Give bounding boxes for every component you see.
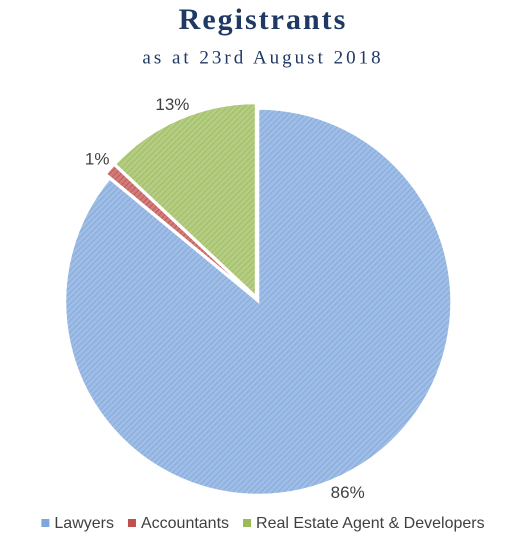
value-label: 13% — [155, 95, 189, 114]
legend-label: Real Estate Agent & Developers — [256, 515, 485, 532]
value-label: 1% — [85, 150, 110, 169]
legend-swatch — [127, 519, 136, 527]
value-label: 86% — [331, 483, 365, 502]
legend-label: Lawyers — [54, 515, 114, 532]
legend-swatch — [41, 519, 50, 527]
pie-slice — [64, 107, 453, 496]
pie-slice — [113, 102, 257, 299]
legend: Lawyers Accountants Real Estate Agent & De… — [41, 515, 485, 532]
chart-title: Registrants — [179, 3, 348, 36]
pie-slice — [104, 163, 256, 298]
chart-subtitle: as at 23rd August 2018 — [142, 47, 383, 68]
legend-label: Accountants — [141, 515, 229, 532]
legend-swatch — [243, 519, 252, 527]
